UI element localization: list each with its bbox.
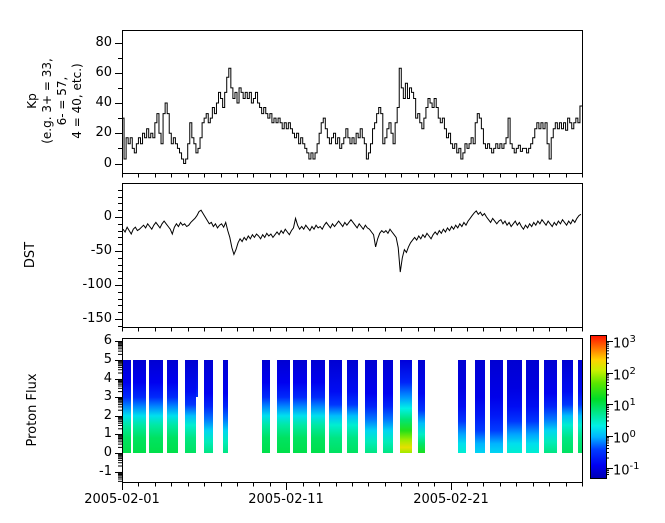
kp-axis-label-line3: 6- = 57, <box>55 76 69 126</box>
colorbar-tick-label: 101 <box>613 395 636 415</box>
flux-ytick-label: 5 <box>103 352 112 367</box>
flux-ytick-label: 1 <box>103 426 112 441</box>
flux-strip <box>365 360 377 453</box>
panel-border-3 <box>122 338 583 483</box>
flux-strip <box>400 360 412 453</box>
flux-strip <box>310 360 325 453</box>
flux-strip <box>506 360 522 453</box>
flux-strip <box>329 360 342 453</box>
flux-axis-label: Proton Flux <box>25 373 40 447</box>
flux-strip <box>346 360 358 453</box>
dst-ytick-label: -100 <box>82 277 112 292</box>
kp-ytick-label: 20 <box>95 125 112 140</box>
flux-strip <box>148 360 163 453</box>
flux-strip <box>458 360 467 453</box>
kp-ytick-label: 40 <box>95 95 112 110</box>
flux-strip <box>526 360 539 453</box>
dst-ytick-label: -50 <box>90 243 112 258</box>
panel-border-2 <box>122 183 583 328</box>
x-date-label: 2005-02-11 <box>248 492 324 507</box>
colorbar-label-exp: 1 <box>629 397 636 408</box>
colorbar-tick-label: 100 <box>613 427 636 447</box>
x-date-label: 2005-02-01 <box>84 492 160 507</box>
kp-series-line <box>122 67 582 164</box>
flux-strip <box>204 360 213 453</box>
flux-ytick-label: -1 <box>99 464 112 479</box>
flux-strip <box>262 360 271 453</box>
dst-ytick-label: -150 <box>82 311 112 326</box>
flux-strip <box>276 360 290 453</box>
colorbar-tick-label: 102 <box>613 364 636 384</box>
kp-ytick-label: 80 <box>95 35 112 50</box>
x-date-label: 2005-02-21 <box>413 492 489 507</box>
kp-axis-label-line2: (e.g. 3+ = 33, <box>40 58 54 144</box>
colorbar-label-base: 10 <box>613 368 630 384</box>
flux-strip <box>383 360 394 453</box>
dst-series-line <box>122 209 582 273</box>
flux-strip <box>293 360 307 453</box>
flux-strip <box>490 360 503 453</box>
flux-strip <box>417 360 425 453</box>
dst-ytick-label: 0 <box>103 209 112 224</box>
colorbar <box>590 335 607 479</box>
flux-ytick-label: 4 <box>103 371 112 386</box>
kp-ytick-label: 60 <box>95 65 112 80</box>
colorbar-label-exp: 0 <box>629 429 636 440</box>
flux-strip <box>195 360 198 398</box>
flux-strip <box>577 360 582 453</box>
flux-strip <box>223 360 228 453</box>
flux-strip <box>122 360 131 453</box>
flux-ytick-label: 0 <box>103 445 112 460</box>
panel-border-1 <box>122 30 583 174</box>
flux-ytick-label: 2 <box>103 408 112 423</box>
colorbar-label-base: 10 <box>613 463 630 479</box>
colorbar-label-base: 10 <box>613 431 630 447</box>
flux-ytick-label: 6 <box>103 333 112 348</box>
colorbar-tick-label: 103 <box>613 332 636 352</box>
flux-strip <box>133 360 146 453</box>
colorbar-label-exp: 2 <box>629 366 636 377</box>
flux-strip <box>543 360 557 453</box>
kp-axis-label-line4: 4 = 40, etc.) <box>70 63 84 139</box>
flux-strip <box>562 360 573 453</box>
kp-ytick-label: 0 <box>103 156 112 171</box>
colorbar-label-base: 10 <box>613 336 630 352</box>
colorbar-tick-label: 10-1 <box>613 459 640 479</box>
flux-strip <box>475 360 485 453</box>
flux-strip <box>184 360 196 453</box>
flux-strip <box>167 360 178 453</box>
colorbar-label-base: 10 <box>613 399 630 415</box>
flux-ytick-label: 3 <box>103 389 112 404</box>
colorbar-label-exp: 3 <box>629 334 636 345</box>
colorbar-label-exp: -1 <box>629 461 640 472</box>
